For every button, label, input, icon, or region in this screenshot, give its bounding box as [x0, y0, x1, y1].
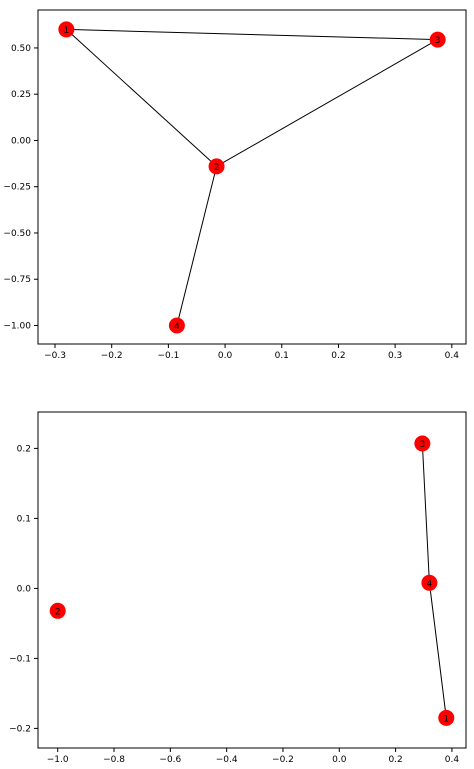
y-tick-label: −0.50	[3, 229, 31, 239]
graph-edge-1-3	[66, 28, 438, 41]
x-tick-label: 0.3	[388, 351, 402, 361]
graph-node-label: 3	[419, 440, 425, 450]
graph-node-3	[414, 435, 431, 452]
y-tick-label: 0.1	[17, 514, 31, 524]
graph-edge-1-2	[66, 29, 217, 167]
graph-node-label: 3	[435, 36, 441, 46]
graph-node-label: 2	[55, 607, 61, 617]
x-tick-label: −1.0	[47, 755, 69, 765]
y-tick-label: −0.25	[3, 183, 31, 193]
x-tick-label: 0.2	[331, 351, 345, 361]
x-tick-label: 0.2	[388, 755, 402, 765]
graph-node-2	[208, 158, 225, 175]
y-tick-label: −1.00	[3, 321, 31, 331]
graph-edge-3-4	[421, 443, 430, 583]
graph-node-label: 2	[214, 163, 220, 173]
x-tick-label: 0.4	[445, 351, 460, 361]
x-tick-label: −0.2	[101, 351, 123, 361]
graph-node-label: 1	[63, 26, 69, 36]
graph-edge-4-1	[428, 582, 447, 718]
graph-edge-2-3	[216, 39, 438, 167]
graph-edge-2-4	[176, 166, 218, 326]
x-tick-label: −0.1	[157, 351, 179, 361]
graph-panel-2: −1.0 −0.8 −0.6 −0.4 −0.2 0.0 0.2 0.4 −0.2 −0.1 0.0…	[9, 411, 467, 765]
y-tick-label: 0.00	[11, 136, 31, 146]
graph-node-label: 4	[174, 322, 180, 332]
x-tick-label: 0.0	[218, 351, 233, 361]
y-tick-label: 0.25	[11, 90, 31, 100]
y-tick-label: −0.75	[3, 275, 31, 285]
y-tick-label: 0.2	[17, 444, 31, 454]
y-tick-label: 0.50	[11, 44, 31, 54]
graph-node-label: 4	[427, 579, 433, 589]
graph-node-label: 1	[443, 714, 449, 724]
x-tick-label: 0.1	[275, 351, 289, 361]
graph-panel-1: −0.3 −0.2 −0.1 0.0 0.1 0.2 0.3 0.4 −1.00 −0.75 −0.…	[3, 9, 467, 361]
axes-frame	[37, 9, 467, 345]
axes-frame	[37, 411, 467, 749]
graph-node-1	[438, 709, 455, 726]
graph-node-2	[49, 602, 66, 619]
graph-node-4	[421, 574, 438, 591]
graph-node-1	[58, 21, 75, 38]
y-tick-label: −0.1	[9, 654, 31, 664]
x-tick-label: −0.4	[216, 755, 238, 765]
x-tick-label: −0.3	[44, 351, 66, 361]
graph-node-3	[429, 31, 446, 48]
x-tick-label: −0.6	[159, 755, 181, 765]
y-tick-label: −0.2	[9, 724, 31, 734]
x-tick-label: 0.4	[445, 755, 460, 765]
x-tick-label: −0.2	[272, 755, 294, 765]
x-tick-label: 0.0	[332, 755, 347, 765]
graph-node-4	[168, 317, 185, 334]
y-tick-label: 0.0	[17, 584, 32, 594]
x-tick-label: −0.8	[103, 755, 125, 765]
